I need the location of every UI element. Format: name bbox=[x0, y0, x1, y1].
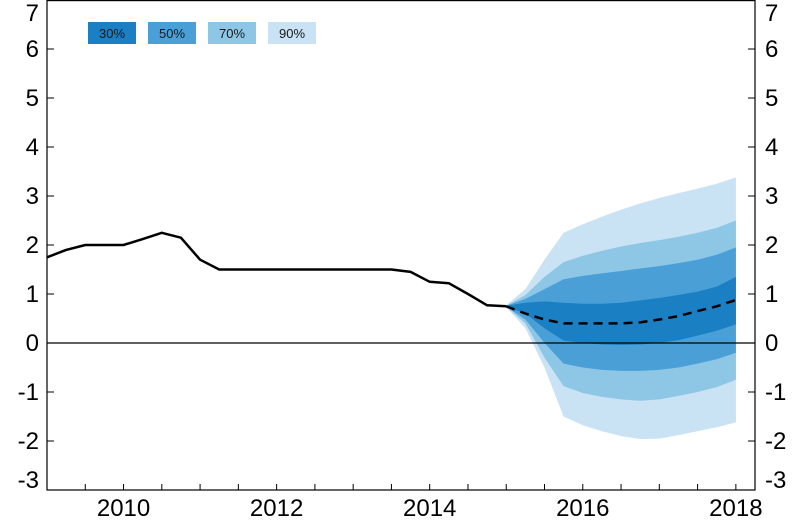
history-line bbox=[46, 231, 507, 308]
legend-label: 50% bbox=[159, 26, 185, 41]
y-tick-label-right: 2 bbox=[765, 232, 778, 259]
y-tick-label-right: 3 bbox=[765, 183, 778, 210]
legend-label: 70% bbox=[219, 26, 245, 41]
y-tick-label-left: 6 bbox=[26, 36, 39, 63]
axis-ticks: -3 -3 -2 -2 -1 -1 0 0 1 1 2 2 3 3 4 4 5 5 6 6 7 7 2010 2012 2014… bbox=[18, 0, 786, 522]
legend-swatch bbox=[208, 22, 256, 44]
x-tick-label: 2012 bbox=[250, 495, 303, 522]
x-tick-label: 2016 bbox=[556, 495, 609, 522]
legend-swatch bbox=[268, 22, 316, 44]
projection-line bbox=[505, 298, 737, 325]
series-lines bbox=[46, 231, 737, 325]
y-tick-label-right: 6 bbox=[765, 36, 778, 63]
legend: 30% 50% 70% 90% bbox=[88, 22, 316, 44]
y-tick-label-left: 4 bbox=[26, 134, 39, 161]
y-tick-label-left: 5 bbox=[26, 85, 39, 112]
y-tick-label-right: -1 bbox=[765, 379, 786, 406]
fan-bands bbox=[506, 177, 736, 439]
y-tick-label-left: 7 bbox=[26, 0, 39, 27]
fan-band-30pct bbox=[506, 276, 736, 345]
legend-swatch bbox=[148, 22, 196, 44]
legend-swatch bbox=[88, 22, 136, 44]
y-tick-label-left: -3 bbox=[18, 467, 39, 494]
y-tick-label-left: 0 bbox=[26, 330, 39, 357]
x-tick-label: 2018 bbox=[709, 495, 762, 522]
y-tick-label-right: -3 bbox=[765, 467, 786, 494]
y-tick-label-right: -2 bbox=[765, 428, 786, 455]
legend-label: 30% bbox=[99, 26, 125, 41]
y-tick-label-right: 1 bbox=[765, 281, 778, 308]
y-tick-label-left: 3 bbox=[26, 183, 39, 210]
y-tick-label-right: 7 bbox=[765, 0, 778, 27]
y-tick-label-left: 2 bbox=[26, 232, 39, 259]
legend-label: 90% bbox=[279, 26, 305, 41]
y-tick-label-right: 4 bbox=[765, 134, 778, 161]
x-tick-label: 2010 bbox=[97, 495, 150, 522]
y-tick-label-right: 5 bbox=[765, 85, 778, 112]
y-tick-label-left: -1 bbox=[18, 379, 39, 406]
x-tick-label: 2014 bbox=[403, 495, 456, 522]
y-tick-label-left: -2 bbox=[18, 428, 39, 455]
y-tick-label-right: 0 bbox=[765, 330, 778, 357]
y-tick-label-left: 1 bbox=[26, 281, 39, 308]
